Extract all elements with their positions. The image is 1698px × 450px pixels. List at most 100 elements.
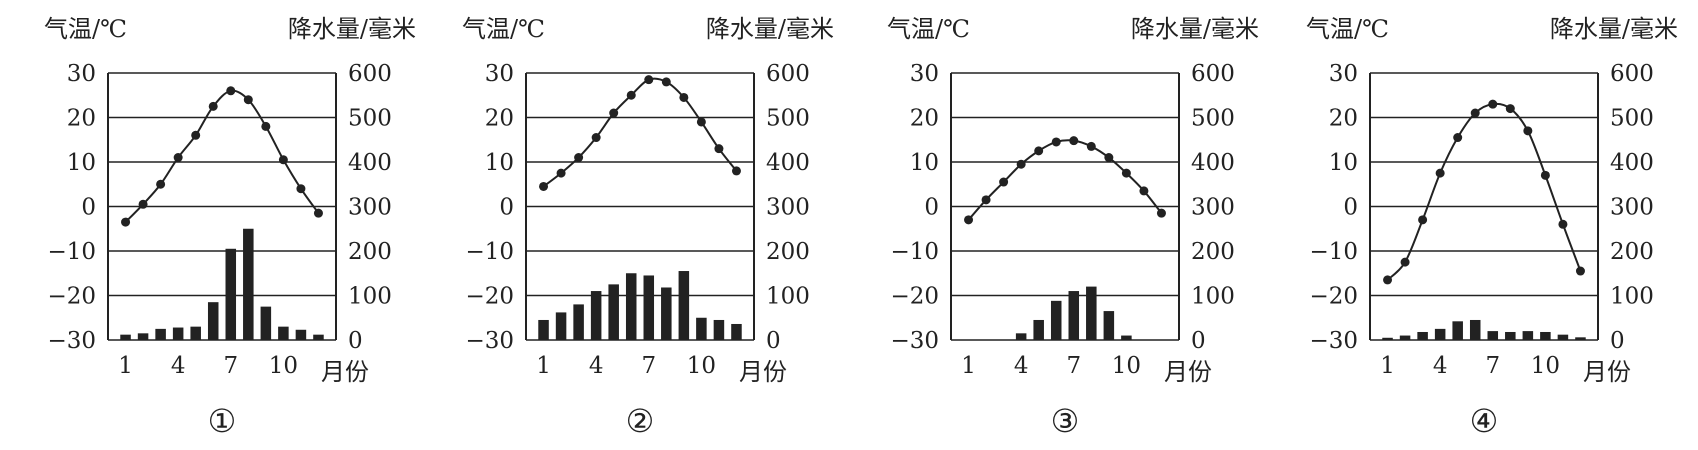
precip-axis-label: 降水量/毫米 bbox=[1550, 15, 1678, 43]
month-axis-label: 月份 bbox=[321, 358, 369, 386]
precip-tick-label: 600 bbox=[348, 61, 392, 87]
precip-bar bbox=[137, 333, 149, 340]
temperature-point bbox=[278, 155, 288, 165]
temperature-point bbox=[138, 199, 148, 209]
temp-tick-label: 30 bbox=[67, 61, 96, 87]
temperature-point bbox=[191, 130, 201, 140]
chart-caption: ② bbox=[626, 402, 655, 440]
temp-tick-label: 0 bbox=[499, 195, 514, 221]
month-tick-label: 1 bbox=[118, 353, 133, 379]
temp-tick-label: −20 bbox=[465, 284, 514, 310]
precip-tick-label: 400 bbox=[1191, 150, 1235, 176]
temp-tick-label: −20 bbox=[1309, 284, 1358, 310]
precip-bar bbox=[1575, 337, 1586, 340]
temperature-point bbox=[1558, 219, 1568, 229]
temperature-point bbox=[981, 195, 991, 205]
temp-tick-label: 10 bbox=[910, 150, 939, 176]
precip-bar bbox=[190, 326, 201, 340]
precip-bar bbox=[1068, 291, 1080, 340]
precip-bar bbox=[1050, 300, 1062, 340]
temperature-point bbox=[1034, 146, 1044, 156]
temp-tick-label: −20 bbox=[890, 284, 939, 310]
temperature-point bbox=[1156, 208, 1166, 218]
temp-tick-label: −30 bbox=[465, 328, 514, 354]
precip-bar bbox=[731, 323, 742, 340]
temperature-point bbox=[1069, 136, 1079, 146]
temperature-point bbox=[644, 75, 654, 85]
month-axis-label: 月份 bbox=[739, 358, 787, 386]
temperature-point bbox=[731, 166, 741, 176]
precip-bar bbox=[1015, 333, 1027, 340]
precip-tick-label: 0 bbox=[1610, 328, 1625, 354]
precip-tick-label: 200 bbox=[766, 239, 810, 265]
month-tick-label: 7 bbox=[1485, 353, 1500, 379]
precip-bar bbox=[1540, 331, 1551, 340]
chart-caption: ④ bbox=[1470, 402, 1499, 440]
temperature-point bbox=[1121, 168, 1131, 178]
precip-tick-label: 200 bbox=[1191, 239, 1235, 265]
temperature-point bbox=[609, 108, 619, 118]
chart-caption: ① bbox=[208, 402, 237, 440]
precip-bar bbox=[313, 334, 324, 340]
precip-tick-label: 400 bbox=[766, 150, 810, 176]
precip-tick-label: 200 bbox=[348, 239, 392, 265]
precip-bar bbox=[696, 317, 707, 340]
temperature-line bbox=[967, 139, 1163, 221]
temp-axis-label: 气温/℃ bbox=[1306, 15, 1389, 43]
precip-bar bbox=[713, 319, 725, 340]
temperature-point bbox=[173, 153, 183, 163]
precip-bar bbox=[260, 306, 272, 340]
temp-tick-label: 10 bbox=[1329, 150, 1358, 176]
month-tick-label: 10 bbox=[1531, 353, 1560, 379]
month-tick-label: 7 bbox=[641, 353, 656, 379]
precip-bar bbox=[278, 326, 289, 340]
temp-tick-label: 20 bbox=[485, 106, 514, 132]
temp-tick-label: −10 bbox=[465, 239, 514, 265]
temperature-point bbox=[156, 179, 166, 189]
precip-tick-label: 500 bbox=[348, 106, 392, 132]
temperature-point bbox=[296, 184, 306, 194]
temperature-point bbox=[1104, 153, 1114, 163]
temperature-point bbox=[1435, 168, 1445, 178]
temperature-point bbox=[1139, 186, 1149, 196]
month-tick-label: 1 bbox=[1380, 353, 1395, 379]
temperature-point bbox=[226, 86, 236, 96]
temperature-point bbox=[1470, 108, 1480, 118]
precip-axis-label: 降水量/毫米 bbox=[288, 15, 416, 43]
temperature-point bbox=[696, 117, 706, 127]
precip-bar bbox=[608, 284, 619, 340]
month-tick-label: 1 bbox=[961, 353, 976, 379]
precip-bar bbox=[207, 302, 219, 340]
temp-tick-label: −30 bbox=[1309, 328, 1358, 354]
temp-tick-label: −20 bbox=[47, 284, 96, 310]
temperature-point bbox=[1505, 104, 1515, 114]
temperature-point bbox=[313, 208, 323, 218]
precip-bar bbox=[243, 228, 254, 340]
precip-bar bbox=[225, 248, 237, 340]
precip-bar bbox=[661, 287, 672, 340]
precip-tick-label: 500 bbox=[766, 106, 810, 132]
precip-bar bbox=[1452, 321, 1463, 340]
temperature-point bbox=[208, 101, 218, 111]
temperature-point bbox=[556, 168, 566, 178]
precip-tick-label: 600 bbox=[1191, 61, 1235, 87]
precip-tick-label: 100 bbox=[1610, 284, 1654, 310]
month-tick-label: 10 bbox=[1112, 353, 1141, 379]
temperature-line bbox=[1386, 102, 1582, 281]
precip-bar bbox=[643, 275, 655, 340]
temperature-point bbox=[1540, 170, 1550, 180]
month-tick-label: 10 bbox=[269, 353, 298, 379]
temperature-point bbox=[121, 217, 131, 227]
temp-axis-label: 气温/℃ bbox=[887, 15, 970, 43]
month-tick-label: 4 bbox=[171, 353, 186, 379]
temperature-point bbox=[1400, 257, 1410, 267]
precip-bar bbox=[1434, 328, 1446, 340]
month-tick-label: 7 bbox=[223, 353, 238, 379]
month-tick-label: 7 bbox=[1066, 353, 1081, 379]
precip-tick-label: 0 bbox=[348, 328, 363, 354]
temp-tick-label: −30 bbox=[890, 328, 939, 354]
precip-bar bbox=[555, 312, 567, 340]
month-tick-label: 4 bbox=[1014, 353, 1029, 379]
precip-axis-label: 降水量/毫米 bbox=[706, 15, 834, 43]
